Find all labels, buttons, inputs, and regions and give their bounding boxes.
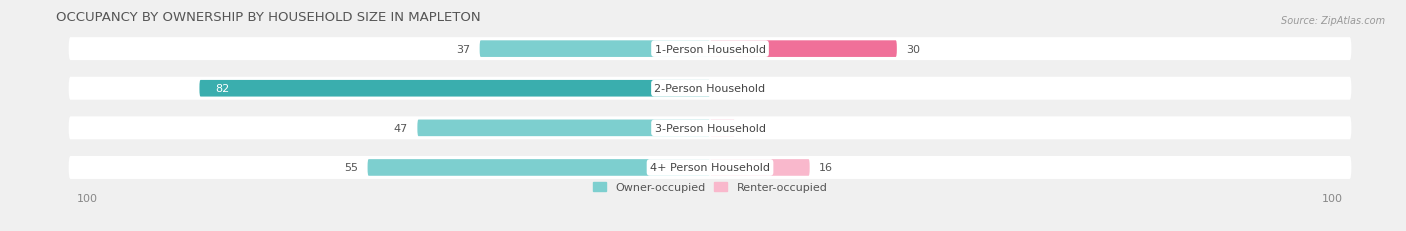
FancyBboxPatch shape bbox=[710, 41, 897, 58]
Text: 55: 55 bbox=[344, 163, 359, 173]
Text: 4+ Person Household: 4+ Person Household bbox=[650, 163, 770, 173]
FancyBboxPatch shape bbox=[710, 120, 735, 137]
Text: 37: 37 bbox=[456, 44, 470, 54]
Text: 47: 47 bbox=[394, 123, 408, 133]
FancyBboxPatch shape bbox=[367, 159, 710, 176]
FancyBboxPatch shape bbox=[200, 81, 710, 97]
Text: OCCUPANCY BY OWNERSHIP BY HOUSEHOLD SIZE IN MAPLETON: OCCUPANCY BY OWNERSHIP BY HOUSEHOLD SIZE… bbox=[56, 11, 481, 24]
Text: 82: 82 bbox=[215, 84, 229, 94]
Text: 2-Person Household: 2-Person Household bbox=[654, 84, 766, 94]
Text: 0: 0 bbox=[720, 84, 727, 94]
Text: Source: ZipAtlas.com: Source: ZipAtlas.com bbox=[1281, 16, 1385, 26]
FancyBboxPatch shape bbox=[69, 38, 1351, 61]
Legend: Owner-occupied, Renter-occupied: Owner-occupied, Renter-occupied bbox=[588, 178, 832, 197]
Text: 30: 30 bbox=[905, 44, 920, 54]
Text: 4: 4 bbox=[744, 123, 751, 133]
FancyBboxPatch shape bbox=[418, 120, 710, 137]
Text: 1-Person Household: 1-Person Household bbox=[655, 44, 765, 54]
FancyBboxPatch shape bbox=[69, 156, 1351, 179]
FancyBboxPatch shape bbox=[710, 159, 810, 176]
FancyBboxPatch shape bbox=[69, 77, 1351, 100]
Text: 16: 16 bbox=[818, 163, 832, 173]
Text: 3-Person Household: 3-Person Household bbox=[655, 123, 765, 133]
FancyBboxPatch shape bbox=[69, 117, 1351, 140]
FancyBboxPatch shape bbox=[479, 41, 710, 58]
